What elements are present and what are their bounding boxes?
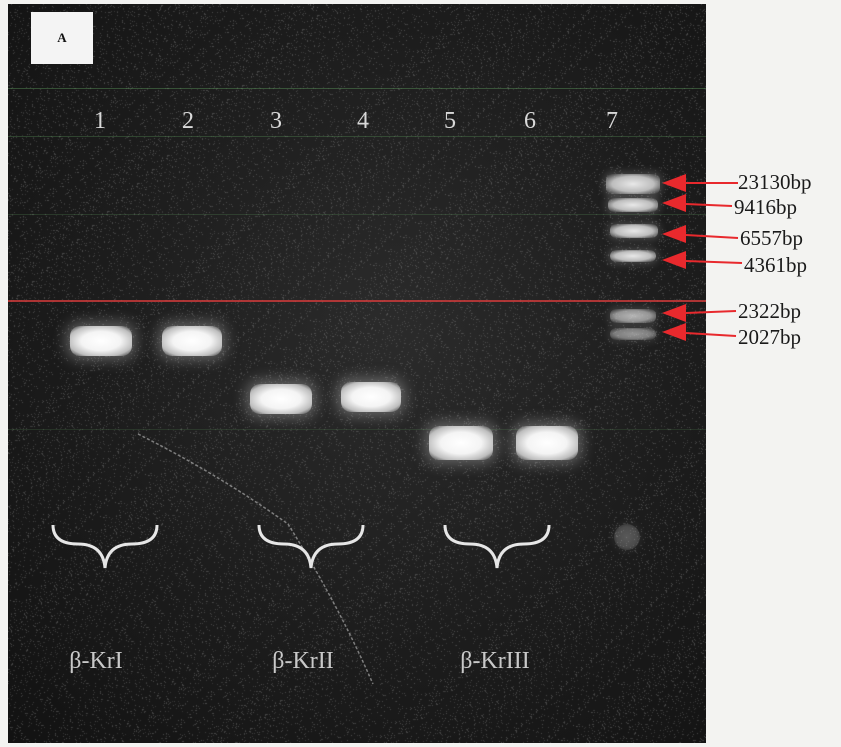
marker-label: 2322bp — [738, 299, 801, 323]
group-label: β-KrII — [272, 648, 334, 674]
ladder-band — [606, 174, 660, 194]
marker-label: 23130bp — [738, 170, 812, 194]
lane-number: 4 — [357, 108, 369, 134]
marker-label: 2027bp — [738, 325, 801, 349]
group-brace — [51, 524, 159, 569]
group-label: β-KrI — [69, 648, 123, 674]
ladder-band — [610, 224, 658, 238]
group-brace — [443, 524, 551, 569]
panel-label: A — [31, 12, 93, 64]
gel-guide-line — [8, 300, 706, 302]
group-label: β-KrIII — [460, 648, 530, 674]
ladder-band — [610, 309, 656, 323]
dna-band — [429, 426, 493, 460]
lane-number: 1 — [94, 108, 106, 134]
ladder-band — [610, 328, 656, 340]
dna-band — [162, 326, 222, 356]
marker-label: 9416bp — [734, 195, 797, 219]
lane-number: 5 — [444, 108, 456, 134]
lane-number: 7 — [606, 108, 618, 134]
ladder-band — [610, 250, 656, 262]
dna-band — [70, 326, 132, 356]
gel-guide-line — [8, 429, 706, 430]
lane-number: 3 — [270, 108, 282, 134]
marker-label: 6557bp — [740, 226, 803, 250]
gel-guide-line — [8, 214, 706, 215]
ladder-band — [608, 198, 658, 212]
marker-label: 4361bp — [744, 253, 807, 277]
gel-guide-line — [8, 88, 706, 89]
dna-band — [516, 426, 578, 460]
lane-number: 6 — [524, 108, 536, 134]
gel-guide-line — [8, 136, 706, 137]
well-spot — [614, 524, 640, 550]
dna-band — [341, 382, 401, 412]
group-brace — [257, 524, 365, 569]
gel-image: A 1 2 3 4 5 6 7 β-KrI β-KrII β-KrIII — [8, 4, 706, 743]
dna-band — [250, 384, 312, 414]
lane-number: 2 — [182, 108, 194, 134]
